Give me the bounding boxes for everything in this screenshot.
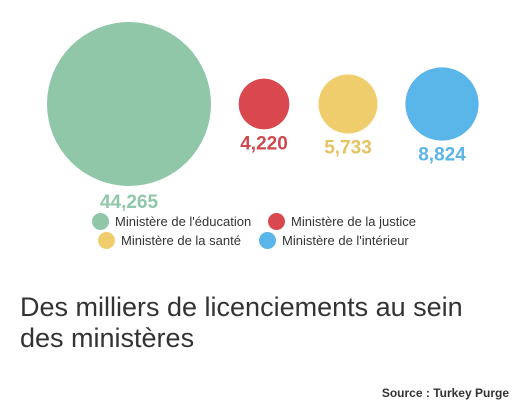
legend-item-interieur: Ministère de l'intérieur: [259, 232, 409, 249]
legend-item-justice: Ministère de la justice: [268, 213, 416, 230]
legend-swatch-justice: [268, 213, 285, 230]
legend-swatch-sante: [98, 232, 115, 249]
legend-label-justice: Ministère de la justice: [291, 214, 416, 229]
bubble-sante: [318, 74, 378, 134]
value-label-sante: 5,733: [324, 138, 372, 159]
legend-item-education: Ministère de l'éducation: [92, 213, 251, 230]
legend-item-sante: Ministère de la santé: [98, 232, 241, 249]
value-label-education: 44,265: [100, 192, 159, 213]
legend-label-sante: Ministère de la santé: [121, 233, 241, 248]
value-label-justice: 4,220: [240, 133, 288, 154]
bubble-chart: 44,265 4,220 5,733 8,824: [47, 22, 479, 213]
legend-label-education: Ministère de l'éducation: [115, 214, 252, 229]
legend-swatch-education: [92, 213, 109, 230]
legend-label-interieur: Ministère de l'intérieur: [282, 233, 409, 248]
legend-swatch-interieur: [259, 232, 276, 249]
bubble-interieur: [405, 67, 479, 141]
chart-title: Des milliers de licenciements au sein de…: [20, 292, 463, 353]
source-credit: Source : Turkey Purge: [381, 386, 509, 400]
value-label-interieur: 8,824: [418, 145, 466, 166]
bubble-education: [47, 22, 211, 186]
bubble-justice: [238, 78, 290, 130]
